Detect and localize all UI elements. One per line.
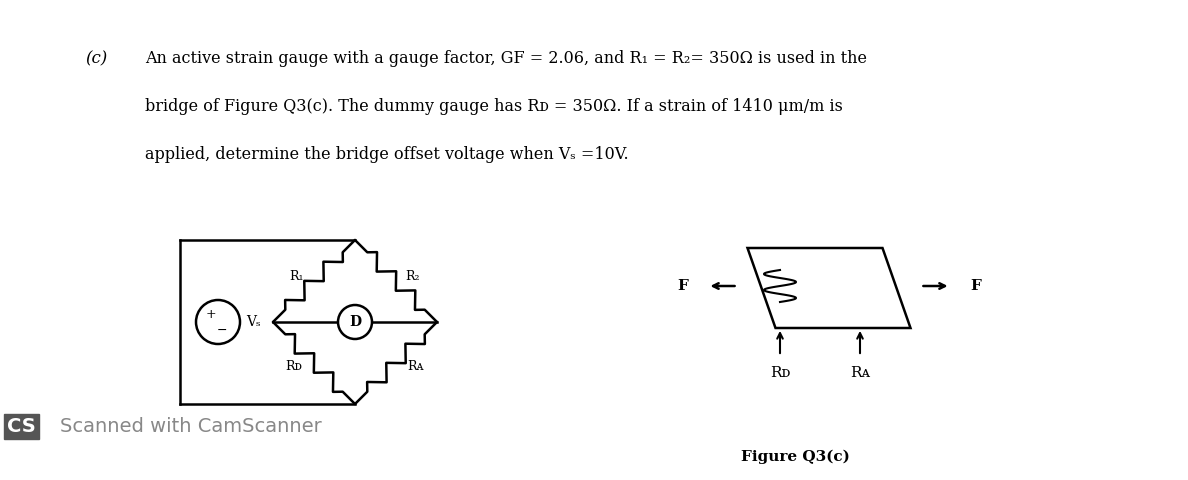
Text: Scanned with CamScanner: Scanned with CamScanner	[61, 417, 322, 436]
Text: Rᴅ: Rᴅ	[770, 366, 790, 380]
Text: F: F	[677, 279, 688, 293]
Text: D: D	[349, 315, 361, 329]
Text: Rᴀ: Rᴀ	[849, 366, 870, 380]
Text: bridge of Figure Q3(c). The dummy gauge has Rᴅ = 350Ω. If a strain of 1410 μm/m : bridge of Figure Q3(c). The dummy gauge …	[145, 98, 842, 115]
Polygon shape	[747, 248, 910, 328]
Text: Rᴅ: Rᴅ	[285, 360, 303, 373]
Circle shape	[339, 305, 372, 339]
Text: R₂: R₂	[406, 271, 421, 284]
Text: (c): (c)	[86, 50, 107, 67]
Text: +: +	[206, 309, 216, 322]
Text: applied, determine the bridge offset voltage when Vₛ =10V.: applied, determine the bridge offset vol…	[145, 146, 628, 163]
Text: Vₛ: Vₛ	[246, 315, 260, 329]
Text: An active strain gauge with a gauge factor, GF = 2.06, and R₁ = R₂= 350Ω is used: An active strain gauge with a gauge fact…	[145, 50, 867, 67]
Text: Figure Q3(c): Figure Q3(c)	[740, 450, 849, 464]
Text: CS: CS	[7, 417, 36, 436]
Text: −: −	[216, 324, 227, 336]
Circle shape	[196, 300, 240, 344]
Text: Rᴀ: Rᴀ	[407, 360, 424, 373]
Text: R₁: R₁	[290, 271, 304, 284]
Text: F: F	[971, 279, 981, 293]
